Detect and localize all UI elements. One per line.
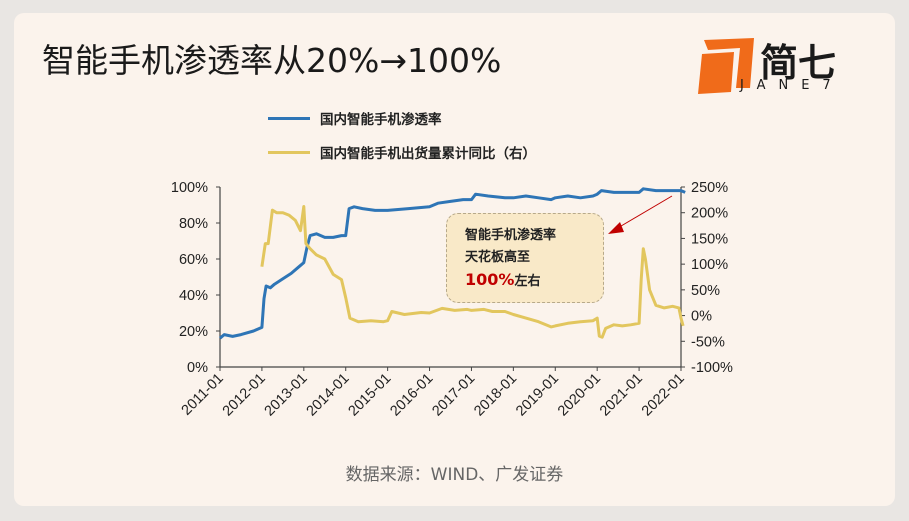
annotation-box: 智能手机渗透率 天花板高至 100%左右 xyxy=(446,213,604,303)
x-tick-label: 2017-01 xyxy=(429,371,478,420)
x-tick-label: 2014-01 xyxy=(304,371,353,420)
x-tick-label: 2020-01 xyxy=(555,371,604,420)
x-tick-label: 2013-01 xyxy=(262,371,311,420)
right-tick-label: -100% xyxy=(691,360,733,376)
x-tick-label: 2022-01 xyxy=(639,371,688,420)
x-tick-label: 2015-01 xyxy=(346,371,395,420)
left-tick-label: 40% xyxy=(179,288,208,304)
right-tick-label: -50% xyxy=(691,334,725,350)
legend-swatch-blue xyxy=(268,116,310,120)
series-line-shipments xyxy=(260,205,685,339)
right-tick-label: 250% xyxy=(691,180,728,196)
logo-name: 简七 xyxy=(760,41,837,85)
annotation-highlight: 100% xyxy=(465,270,515,289)
page-title: 智能手机渗透率从20%→100% xyxy=(42,41,502,80)
x-tick-label: 2012-01 xyxy=(220,371,269,420)
right-tick-label: 100% xyxy=(691,257,728,273)
right-tick-label: 200% xyxy=(691,206,728,222)
x-tick-label: 2016-01 xyxy=(387,371,436,420)
x-tick-label: 2018-01 xyxy=(471,371,520,420)
x-tick-label: 2021-01 xyxy=(597,371,646,420)
left-tick-label: 0% xyxy=(187,360,208,376)
left-tick-label: 20% xyxy=(179,324,208,340)
legend-swatch-yellow xyxy=(268,150,310,154)
left-tick-label: 100% xyxy=(171,180,208,196)
annotation-line-1: 智能手机渗透率 xyxy=(465,228,557,243)
logo-subtitle: JANE7 xyxy=(740,78,844,93)
logo-mark-icon xyxy=(698,38,754,94)
right-tick-label: 50% xyxy=(691,283,720,299)
legend-item-penetration: 国内智能手机渗透率 xyxy=(268,108,442,128)
annotation-line-2: 天花板高至 xyxy=(465,250,531,265)
right-tick-label: 0% xyxy=(691,309,712,325)
data-source: 数据来源：WIND、广发证券 xyxy=(345,465,564,485)
annotation-suffix: 左右 xyxy=(514,274,541,289)
legend-item-shipments: 国内智能手机出货量累计同比（右） xyxy=(268,142,536,162)
left-tick-label: 60% xyxy=(179,252,208,268)
x-tick-label: 2011-01 xyxy=(179,371,227,419)
annotation-line-3: 100%左右 xyxy=(465,269,603,293)
legend-label-penetration: 国内智能手机渗透率 xyxy=(320,112,442,128)
annotation-arrow-head xyxy=(608,222,624,234)
x-tick-label: 2019-01 xyxy=(513,371,562,420)
annotation-arrow-line xyxy=(615,195,673,230)
left-tick-label: 80% xyxy=(179,216,208,232)
series-line-penetration xyxy=(219,187,686,340)
legend-label-shipments: 国内智能手机出货量累计同比（右） xyxy=(320,146,536,162)
brand-logo: 简七 JANE7 xyxy=(698,32,868,98)
right-tick-label: 150% xyxy=(691,231,728,247)
